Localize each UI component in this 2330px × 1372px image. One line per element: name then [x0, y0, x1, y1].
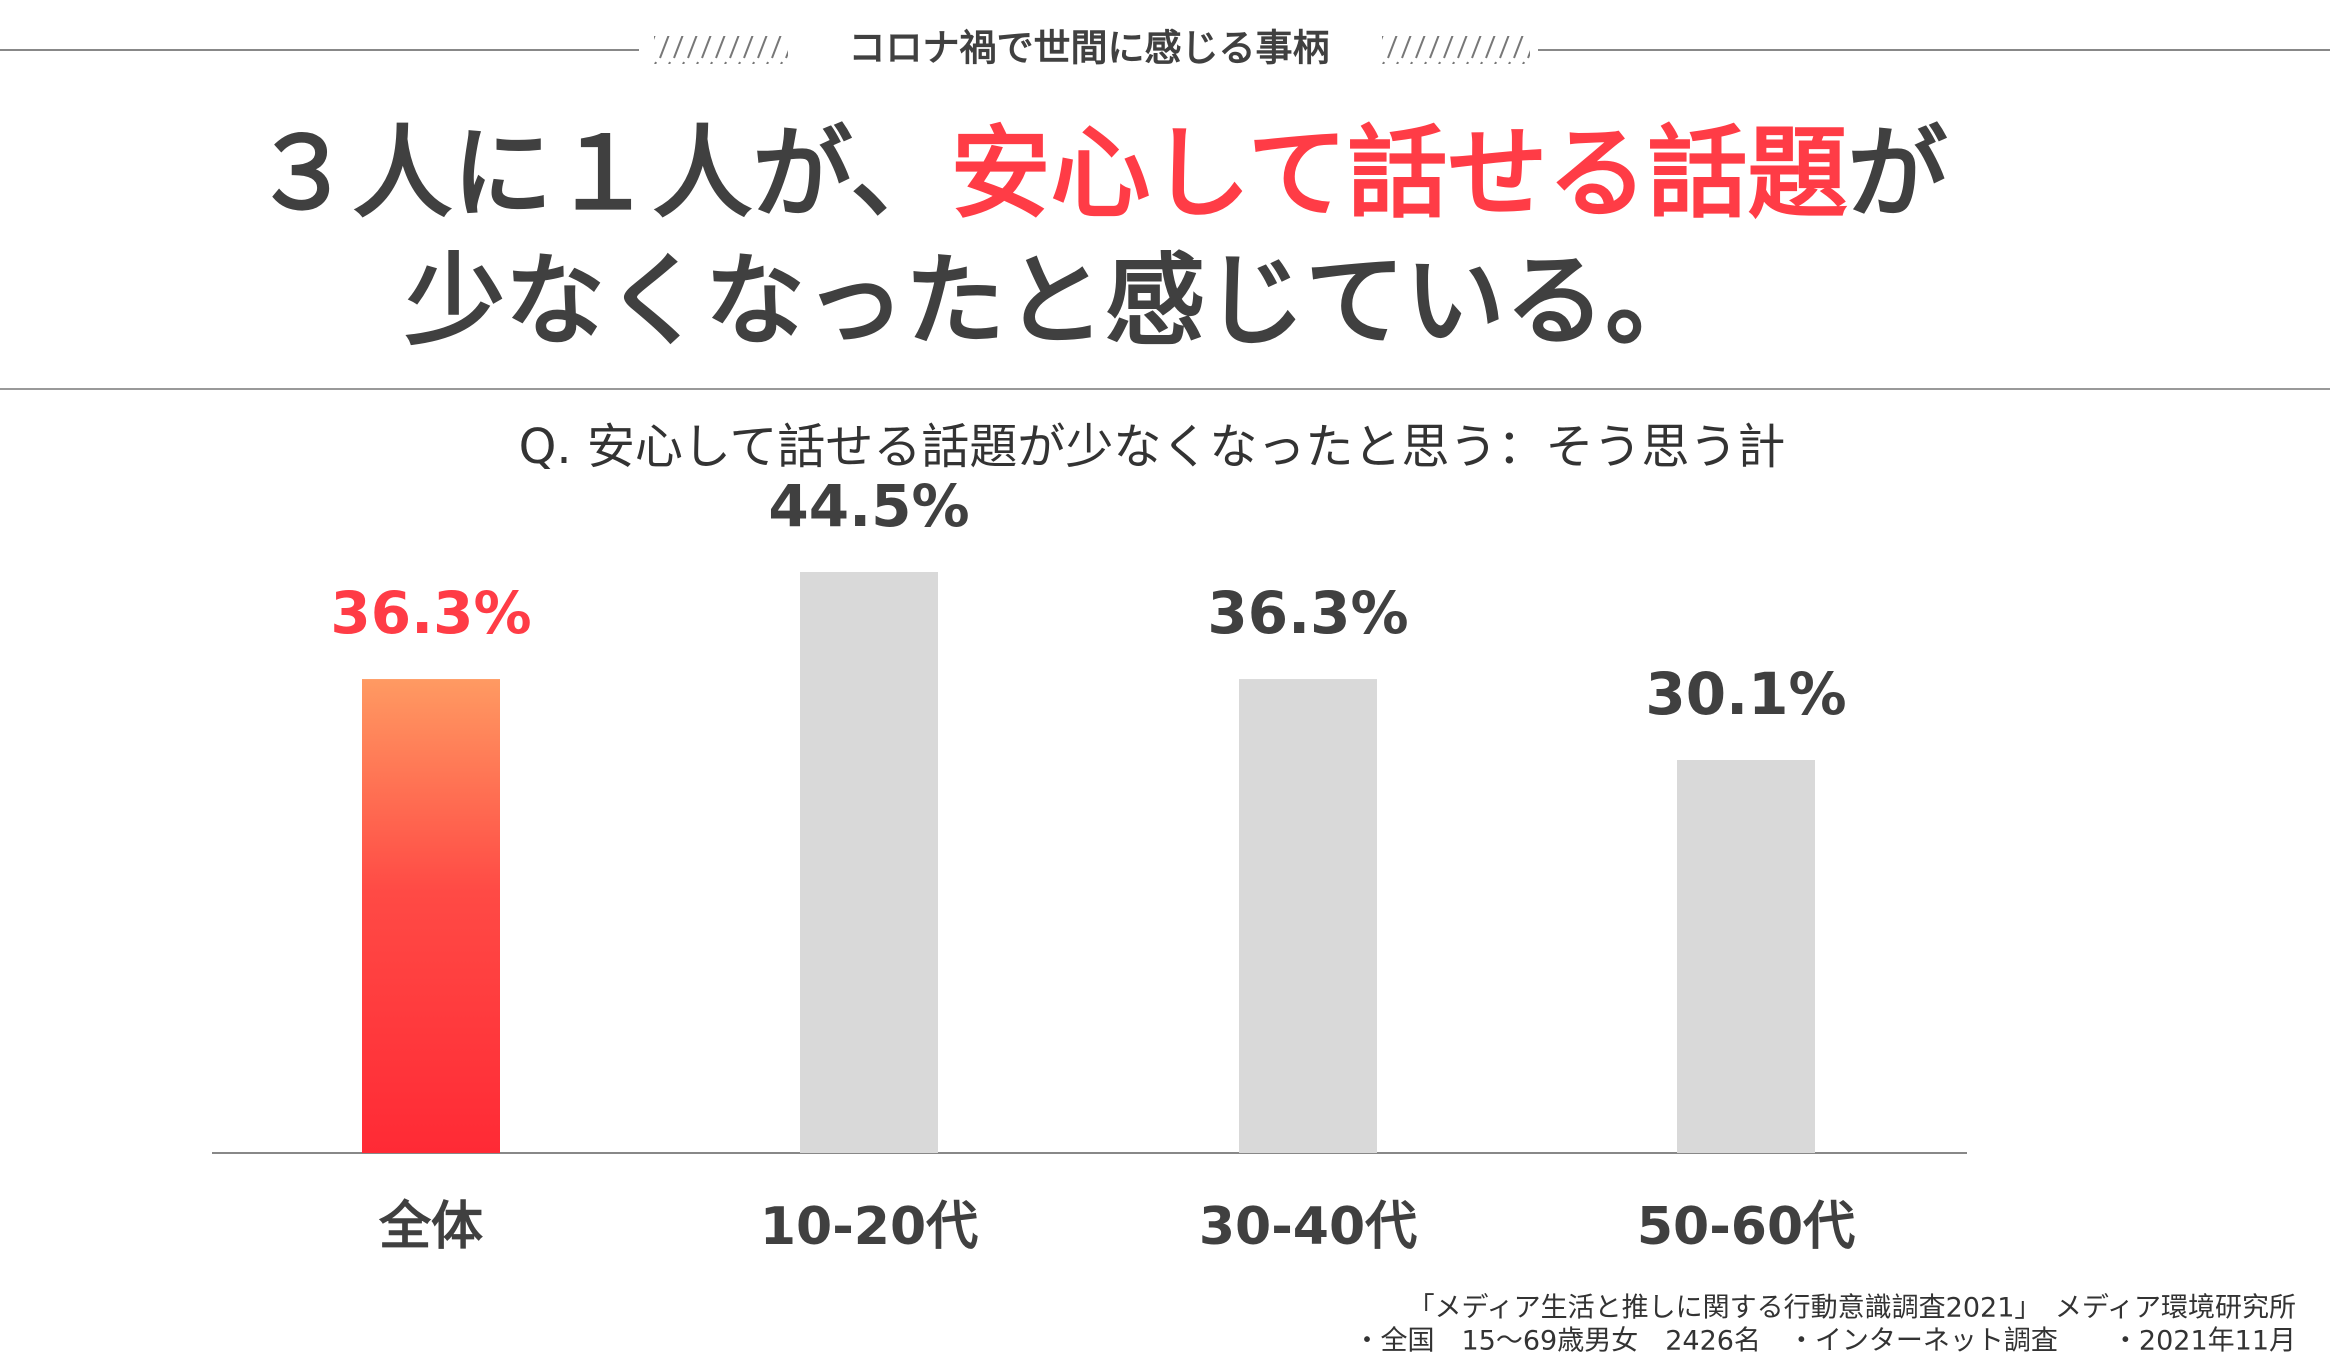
header: コロナ禍で世間に感じる事柄 [849, 27, 1330, 70]
source: ・全国 15～69歳男女 2426名 ・インターネット調査 ・2021年11月 [1354, 1326, 2297, 1357]
source: 「メディア生活と推しに関する行動意識調査2021」 メディア環境研究所 [1408, 1293, 2296, 1324]
subtitle: Q. 安心して話せる話題が少なくなったと思う：そう思う計 [519, 419, 1786, 475]
bar [1239, 679, 1377, 1153]
x-tick-label: 10-20代 [760, 1197, 978, 1257]
bar [800, 572, 938, 1153]
value-label: 30.1% [1645, 660, 1846, 728]
x-tick-label: 50-60代 [1637, 1197, 1855, 1257]
x-tick-label: 30-40代 [1199, 1197, 1417, 1257]
title-accent: 安心して話せる話題 [951, 115, 1848, 232]
bar [1677, 760, 1815, 1153]
chart-title: ３人に１人が、安心して話せる話題が [253, 115, 1948, 232]
chart-title: 少なくなったと感じている。 [405, 242, 1705, 359]
title-part: ３人に１人が、 [253, 115, 951, 232]
header-hatch [1382, 36, 1530, 64]
header-hatch [654, 36, 788, 64]
value-label: 44.5% [768, 472, 969, 540]
title-part: が [1848, 115, 1948, 232]
value-label: 36.3% [330, 579, 531, 647]
x-tick-label: 全体 [378, 1197, 483, 1257]
bar [362, 679, 500, 1153]
value-label: 36.3% [1207, 579, 1408, 647]
